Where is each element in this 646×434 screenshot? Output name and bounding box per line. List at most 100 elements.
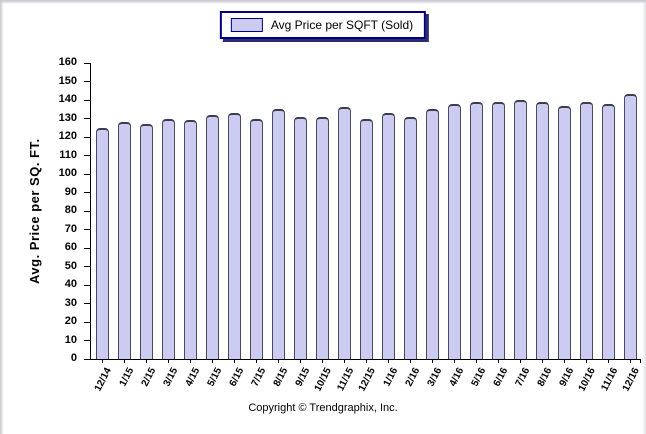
plot-area: Avg. Price per SQ. FT. 0 10 20 30 40 50 60 70 80… — [27, 56, 642, 393]
x-axis-tick-label: 11/16 — [598, 366, 620, 393]
y-axis-tick-label: 50 — [64, 259, 77, 272]
x-axis-tick — [520, 359, 521, 363]
x-axis-tick — [300, 359, 301, 363]
y-axis-tick — [84, 155, 91, 156]
bar — [183, 120, 197, 359]
bar — [513, 100, 527, 359]
x-axis-tick-label: 6/15 — [227, 366, 246, 389]
x-axis-tick-label: 9/15 — [293, 366, 312, 389]
y-axis-tick-label: 110 — [59, 148, 77, 161]
x-axis-tick — [344, 359, 345, 363]
x-axis-tick — [410, 359, 411, 363]
x-axis-tick — [102, 359, 103, 363]
x-axis-tick-label: 4/15 — [183, 366, 202, 389]
y-axis-tick-label: 150 — [58, 74, 77, 87]
bar — [205, 114, 219, 359]
x-axis-tick — [366, 359, 367, 363]
x-axis-tick — [542, 359, 543, 363]
x-axis-tick — [234, 359, 235, 363]
y-axis-tick-label: 70 — [64, 222, 77, 235]
x-axis-tick — [190, 359, 191, 363]
y-axis-tick-label: 160 — [58, 56, 77, 68]
y-axis-tick — [84, 118, 91, 119]
y-axis-tick — [84, 81, 91, 82]
x-axis-tick-label: 7/15 — [249, 366, 268, 389]
legend-swatch-icon — [230, 18, 263, 32]
x-axis-tick — [278, 359, 279, 363]
bar — [535, 101, 549, 359]
y-axis-tick — [84, 358, 91, 360]
y-axis-tick — [84, 192, 91, 193]
bar — [95, 127, 109, 359]
x-axis-tick-label: 9/16 — [557, 366, 576, 389]
x-axis-tick-label: 7/16 — [513, 366, 532, 389]
y-axis-tick — [84, 210, 91, 212]
y-axis-tick — [84, 173, 91, 175]
bar — [381, 112, 395, 359]
y-axis-tick — [84, 284, 91, 286]
x-axis-tick — [322, 359, 323, 363]
x-axis-tick — [476, 359, 477, 363]
bar — [249, 118, 263, 359]
x-axis-tick — [124, 359, 125, 363]
x-axis-tick-label: 10/16 — [576, 366, 598, 394]
x-axis-tick — [432, 359, 433, 363]
x-axis-tick — [168, 359, 169, 363]
y-axis-tick-label: 40 — [64, 278, 77, 290]
y-axis-tick — [84, 321, 91, 323]
bar — [491, 101, 505, 359]
legend: Avg Price per SQFT (Sold) — [219, 11, 427, 39]
bar — [425, 109, 439, 359]
y-axis-tick — [84, 229, 91, 230]
x-axis-tick — [586, 359, 587, 363]
x-axis-tick-label: 12/15 — [356, 366, 378, 394]
bar — [579, 101, 593, 359]
bar — [227, 112, 241, 359]
x-axis-tick-label: 2/15 — [139, 366, 158, 389]
x-axis-tick — [212, 359, 213, 363]
bar — [447, 103, 461, 359]
x-axis-tick-label: 10/15 — [312, 366, 334, 394]
y-axis-tick — [84, 340, 91, 341]
x-axis-tick-label: 1/15 — [117, 366, 136, 389]
y-axis-tick — [84, 99, 91, 101]
y-axis-tick-label: 90 — [64, 185, 77, 198]
x-axis-tick-label: 3/15 — [161, 366, 180, 389]
bar — [117, 122, 131, 359]
y-axis-tick — [84, 136, 91, 138]
legend-label: Avg Price per SQFT (Sold) — [270, 18, 414, 32]
x-axis-end-tick — [640, 359, 641, 363]
y-axis-tick — [84, 62, 91, 64]
x-axis-tick-label: 1/16 — [381, 366, 400, 389]
x-axis-tick-label: 3/16 — [425, 366, 444, 389]
x-axis-tick-label: 2/16 — [403, 366, 422, 389]
x-axis-tick-label: 12/14 — [92, 366, 114, 394]
x-axis-tick-label: 5/16 — [469, 366, 488, 389]
x-axis-tick-label: 6/16 — [491, 366, 510, 389]
x-axis-tick — [146, 359, 147, 363]
bar — [271, 109, 285, 359]
y-axis-tick-label: 100 — [58, 167, 77, 179]
bar — [623, 94, 637, 359]
x-axis-tick — [630, 359, 631, 363]
x-axis-tick — [388, 359, 389, 363]
x-axis-tick — [498, 359, 499, 363]
y-axis-tick-label: 120 — [58, 130, 77, 142]
x-axis-tick — [256, 359, 257, 363]
x-axis-tick — [454, 359, 455, 363]
y-axis-tick — [84, 247, 91, 249]
y-axis-tick-label: 60 — [64, 241, 77, 253]
y-axis-tick-label: 10 — [64, 333, 77, 346]
bar — [161, 118, 175, 359]
x-axis-tick-label: 11/15 — [334, 366, 356, 393]
x-axis-tick — [564, 359, 565, 363]
x-axis-tick-label: 5/15 — [205, 366, 224, 389]
bar — [601, 103, 615, 359]
y-axis-tick — [84, 303, 91, 304]
y-axis-tick — [84, 266, 91, 267]
x-axis-tick-label: 8/15 — [271, 366, 290, 389]
y-axis-tick-label: 30 — [64, 296, 77, 309]
bar — [403, 116, 417, 359]
copyright-text: Copyright © Trendgraphix, Inc. — [248, 402, 398, 414]
x-axis-tick-label: 8/16 — [535, 366, 554, 389]
